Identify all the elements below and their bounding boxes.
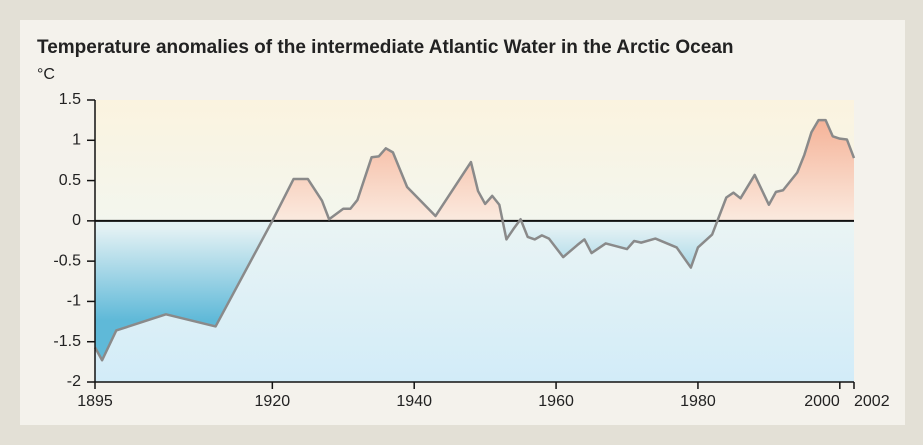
y-tick-label: -0.5 — [53, 252, 81, 269]
area-positive — [95, 120, 854, 221]
x-tick-label: 1895 — [77, 393, 113, 410]
x-tick-label: 1940 — [396, 393, 432, 410]
x-tick-label: 2000 — [804, 393, 840, 410]
y-tick-label: 1.5 — [59, 91, 81, 108]
y-tick-label: -2 — [67, 373, 81, 390]
chart-title: Temperature anomalies of the intermediat… — [37, 37, 734, 58]
y-tick-label: 0 — [72, 212, 81, 229]
area-negative — [95, 220, 718, 361]
y-tick-label: -1.5 — [53, 333, 81, 350]
x-tick-label: 1920 — [255, 393, 291, 410]
x-tick-label: 2002 — [854, 393, 890, 410]
y-tick-label: 0.5 — [59, 172, 81, 189]
y-tick-label: -1 — [67, 293, 81, 310]
y-tick-label: 1 — [72, 132, 81, 149]
x-tick-label: 1980 — [680, 393, 716, 410]
y-axis-label: °C — [37, 66, 55, 83]
x-tick-label: 1960 — [538, 393, 574, 410]
line — [93, 118, 856, 362]
